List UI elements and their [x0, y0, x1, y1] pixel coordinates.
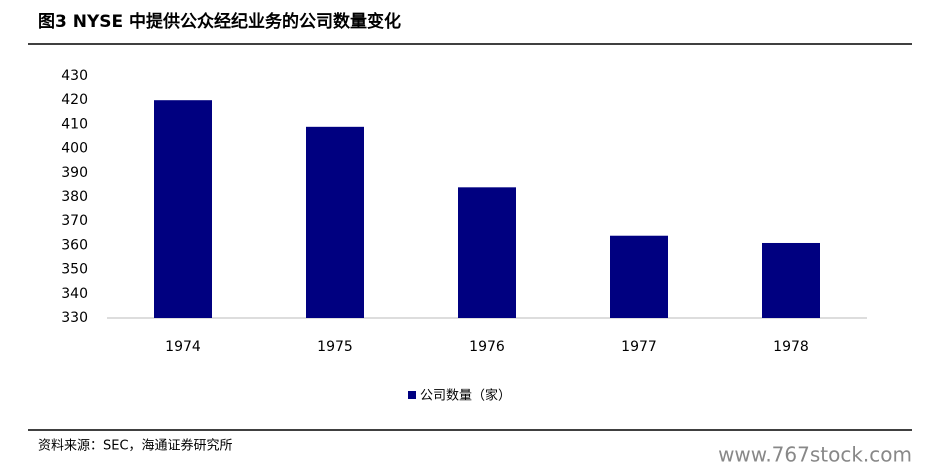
bar: [306, 126, 364, 318]
x-tick-label: 1976: [469, 339, 505, 355]
y-tick-label: 330: [61, 310, 88, 326]
y-tick-label: 340: [61, 286, 88, 302]
y-tick-label: 430: [61, 68, 88, 84]
y-tick-label: 350: [61, 262, 88, 278]
bar: [762, 242, 820, 318]
bar: [154, 100, 212, 318]
y-tick-label: 380: [61, 189, 88, 205]
source-note: 资料来源：SEC，海通证券研究所: [38, 438, 233, 454]
x-tick-label: 1975: [317, 339, 353, 355]
x-tick-label: 1977: [621, 339, 657, 355]
y-tick-label: 360: [61, 237, 88, 253]
chart-title: 图3 NYSE 中提供公众经纪业务的公司数量变化: [38, 11, 401, 32]
y-tick-label: 420: [61, 92, 88, 108]
legend-swatch: [408, 391, 416, 399]
bar: [610, 235, 668, 318]
y-tick-label: 370: [61, 213, 88, 229]
x-tick-label: 1978: [773, 339, 809, 355]
y-tick-label: 390: [61, 165, 88, 181]
watermark: www.767stock.com: [718, 443, 912, 467]
legend-label: 公司数量（家）: [420, 388, 511, 404]
y-tick-label: 400: [61, 141, 88, 157]
x-tick-label: 1974: [165, 339, 201, 355]
y-tick-label: 410: [61, 116, 88, 132]
bar: [458, 187, 516, 318]
